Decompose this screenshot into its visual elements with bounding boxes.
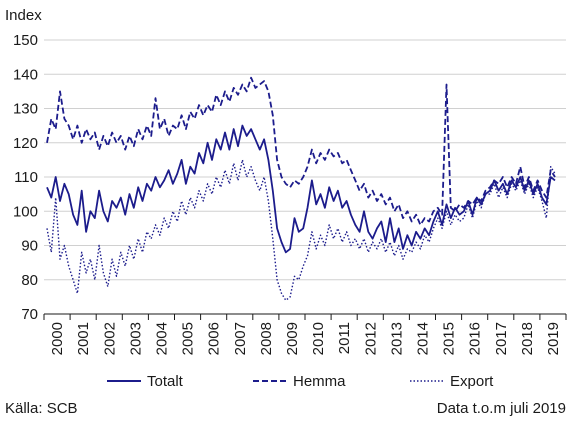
x-tick-label: 2016 xyxy=(467,322,484,355)
x-tick-label: 2003 xyxy=(127,322,144,355)
x-axis xyxy=(43,313,567,320)
y-tick-label: 80 xyxy=(21,272,38,289)
y-axis-label: Index xyxy=(5,7,42,24)
y-tick-label: 110 xyxy=(14,169,38,186)
x-tick-label: 2017 xyxy=(493,322,510,355)
x-tick-label: 2012 xyxy=(362,322,379,355)
series-lines xyxy=(46,76,556,301)
x-tick-label: 2013 xyxy=(388,322,405,355)
x-tick-label: 2014 xyxy=(414,322,431,355)
data-range-note: Data t.o.m juli 2019 xyxy=(437,400,566,417)
y-axis-tick-labels: 70 80 90 100 110 120 130 140 150 xyxy=(13,32,38,323)
x-tick-label: 2000 xyxy=(49,322,66,355)
y-tick-label: 70 xyxy=(21,306,38,323)
series-line-totalt xyxy=(46,124,556,254)
legend: Totalt Hemma Export xyxy=(107,373,494,390)
x-tick-label: 2018 xyxy=(519,322,536,355)
x-tick-label: 2009 xyxy=(284,322,301,355)
gridlines xyxy=(44,39,566,315)
x-tick-label: 2004 xyxy=(153,322,170,355)
legend-label-totalt: Totalt xyxy=(147,373,184,390)
x-axis-tick-labels: 2000 2001 2002 2003 2004 2005 2006 2007 2008 2009… xyxy=(49,322,562,355)
y-tick-label: 130 xyxy=(13,101,38,118)
y-tick-label: 150 xyxy=(13,32,38,49)
legend-label-hemma: Hemma xyxy=(293,373,346,390)
y-tick-label: 100 xyxy=(13,203,38,220)
legend-label-export: Export xyxy=(450,373,494,390)
y-tick-label: 90 xyxy=(21,238,38,255)
x-tick-label: 2011 xyxy=(336,322,353,354)
source-note: Källa: SCB xyxy=(5,400,78,417)
y-tick-label: 140 xyxy=(13,66,38,83)
x-tick-label: 2007 xyxy=(232,322,249,355)
x-tick-label: 2002 xyxy=(101,322,118,355)
x-tick-label: 2010 xyxy=(310,322,327,355)
x-tick-label: 2008 xyxy=(258,322,275,355)
x-tick-label: 2006 xyxy=(206,322,223,355)
x-tick-label: 2015 xyxy=(441,322,458,355)
x-tick-label: 2001 xyxy=(75,322,92,355)
x-tick-label: 2019 xyxy=(545,322,562,355)
series-line-hemma xyxy=(46,76,556,226)
y-tick-label: 120 xyxy=(13,135,38,152)
x-tick-label: 2005 xyxy=(180,322,197,355)
